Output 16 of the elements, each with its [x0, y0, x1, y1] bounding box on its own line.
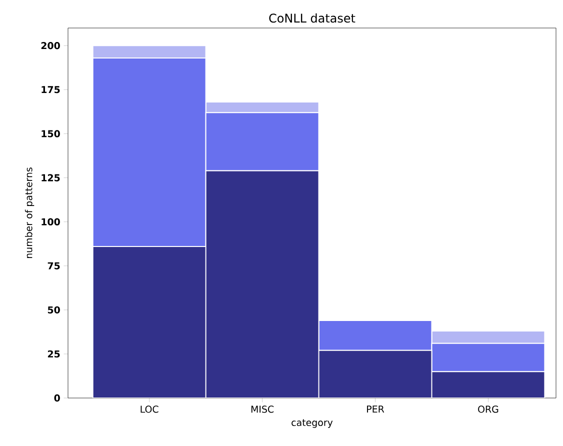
y-tick-label: 100: [42, 218, 60, 226]
x-tick-label: ORG: [478, 406, 498, 413]
y-tick-label: 125: [42, 174, 60, 182]
y-tick-label: 50: [48, 306, 60, 314]
y-tick-label: 0: [54, 394, 60, 402]
y-tick-label: 25: [48, 350, 60, 358]
x-tick-label: PER: [367, 406, 384, 413]
y-tick-label: 175: [42, 86, 60, 94]
y-axis-title: number of patterns: [24, 168, 34, 258]
chart-title: CoNLL dataset: [269, 13, 356, 23]
x-axis-title: category: [292, 419, 333, 428]
x-tick-label: MISC: [251, 406, 274, 413]
y-tick-label: 75: [48, 262, 60, 270]
y-tick-label: 200: [41, 42, 60, 50]
x-tick-label: LOC: [140, 406, 158, 413]
y-tick-label: 150: [42, 130, 60, 138]
